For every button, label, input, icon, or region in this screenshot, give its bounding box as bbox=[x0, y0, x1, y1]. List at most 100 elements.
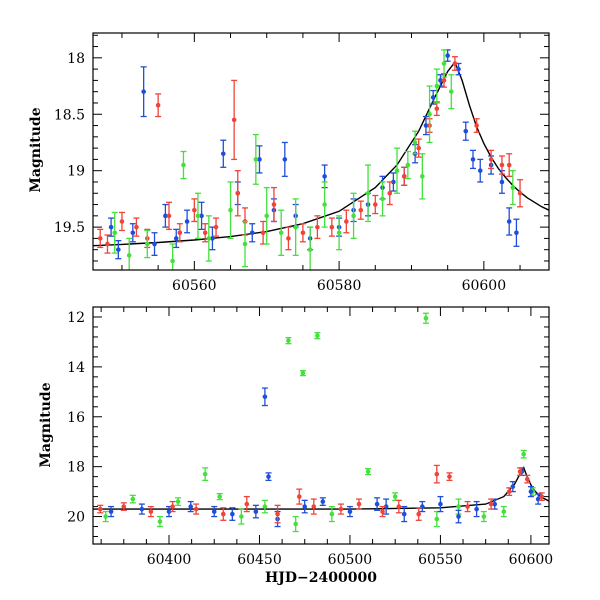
top-y-tick-label: 18 bbox=[67, 51, 85, 67]
top-green-point bbox=[379, 181, 386, 217]
top-red-point bbox=[176, 223, 183, 243]
bottom-x-tick-label: 60550 bbox=[418, 552, 463, 568]
top-axis-ticks: 60560 60580 60600 18 18.5 19 19.5 bbox=[54, 33, 549, 294]
top-red-point bbox=[415, 138, 422, 158]
top-green-point bbox=[194, 192, 201, 240]
top-clipped-area bbox=[93, 49, 549, 270]
bottom-red-point bbox=[464, 500, 471, 513]
top-green-point bbox=[252, 133, 259, 185]
top-green-point bbox=[336, 215, 343, 251]
top-green-point bbox=[509, 170, 516, 206]
bottom-y-tick-label: 20 bbox=[67, 510, 85, 526]
top-y-tick-label: 18.5 bbox=[54, 107, 85, 123]
top-blue-point bbox=[281, 141, 288, 177]
bottom-red-point bbox=[517, 467, 524, 477]
top-blue-point bbox=[513, 218, 520, 247]
bottom-red-point bbox=[296, 488, 303, 505]
top-green-point bbox=[278, 209, 285, 256]
top-green-point bbox=[433, 68, 440, 104]
bottom-ylabel: Magnitude bbox=[38, 382, 54, 467]
top-red-point bbox=[166, 201, 172, 231]
bottom-green-point bbox=[238, 508, 245, 525]
top-red-point bbox=[498, 155, 505, 175]
bottom-green-point bbox=[314, 332, 321, 340]
bottom-x-tick-label: 60500 bbox=[328, 552, 373, 568]
top-red-point bbox=[213, 217, 220, 237]
top-blue-point bbox=[390, 172, 397, 192]
top-green-point bbox=[412, 130, 419, 155]
bottom-red-point bbox=[243, 495, 250, 513]
top-green-point bbox=[111, 211, 118, 254]
top-green-point bbox=[242, 220, 248, 268]
bottom-red-point bbox=[538, 492, 545, 501]
top-green-point bbox=[263, 186, 270, 245]
top-red-point bbox=[343, 209, 350, 234]
bottom-red-point bbox=[506, 487, 513, 497]
bottom-blue-point bbox=[187, 500, 194, 513]
top-red-point bbox=[401, 166, 408, 187]
top-blue-point bbox=[162, 203, 169, 228]
bottom-green-point bbox=[520, 449, 527, 459]
top-plot-marks bbox=[93, 49, 549, 270]
top-blue-point bbox=[184, 209, 191, 234]
bottom-blue-point bbox=[374, 497, 381, 511]
top-blue-point bbox=[115, 240, 122, 260]
top-green-point bbox=[126, 237, 133, 270]
top-red-point bbox=[260, 220, 267, 245]
bottom-plot-marks bbox=[93, 312, 549, 533]
top-red-point bbox=[202, 223, 209, 243]
bottom-red-point bbox=[193, 503, 200, 515]
top-green-point bbox=[180, 150, 187, 180]
bottom-blue-point bbox=[383, 498, 390, 515]
bottom-red-point bbox=[433, 464, 440, 484]
bottom-red-point bbox=[147, 505, 154, 518]
bottom-blue-point bbox=[455, 509, 462, 524]
top-green-point bbox=[350, 192, 357, 240]
top-y-tick-label: 19.5 bbox=[54, 220, 85, 236]
top-blue-point bbox=[198, 201, 205, 231]
top-blue-point bbox=[430, 89, 437, 105]
bottom-green-point bbox=[422, 312, 429, 324]
bottom-blue-point bbox=[437, 495, 444, 513]
bottom-blue-point bbox=[252, 504, 259, 519]
top-red-point bbox=[433, 101, 440, 117]
top-x-tick-label: 60600 bbox=[462, 278, 507, 294]
top-green-point bbox=[448, 74, 455, 110]
top-green-point bbox=[144, 229, 151, 259]
bottom-red-point bbox=[337, 503, 344, 515]
bottom-panel-frame bbox=[92, 306, 550, 545]
top-red-point bbox=[104, 234, 111, 254]
top-green-point bbox=[321, 181, 328, 228]
top-red-point bbox=[372, 194, 379, 215]
bottom-blue-point bbox=[265, 472, 272, 482]
top-panel: 60560 60580 60600 18 18.5 19 19.5 Magnitude bbox=[28, 32, 550, 294]
top-red-point bbox=[386, 181, 393, 206]
top-blue-point bbox=[477, 158, 484, 183]
top-red-point bbox=[314, 215, 321, 240]
bottom-green-point bbox=[480, 510, 487, 523]
bottom-green-point bbox=[285, 337, 292, 345]
bottom-red-point bbox=[524, 474, 531, 484]
bottom-xlabel: HJD−2400000 bbox=[265, 570, 377, 586]
top-green-point bbox=[205, 215, 212, 262]
bottom-red-point bbox=[488, 498, 495, 510]
top-green-point bbox=[394, 147, 400, 194]
bottom-red-point bbox=[310, 498, 317, 515]
bottom-blue-point bbox=[138, 503, 145, 515]
top-red-point bbox=[270, 186, 277, 223]
top-blue-point bbox=[422, 115, 429, 136]
top-red-point bbox=[133, 217, 140, 237]
top-green-point bbox=[441, 49, 448, 78]
top-green-point bbox=[307, 226, 314, 270]
bottom-green-point bbox=[216, 492, 223, 501]
top-red-point bbox=[488, 149, 495, 170]
top-blue-point bbox=[108, 217, 115, 237]
bottom-y-tick-label: 16 bbox=[67, 410, 85, 426]
bottom-blue-point bbox=[108, 505, 115, 518]
top-blue-point bbox=[506, 207, 513, 236]
top-red-point bbox=[451, 56, 458, 71]
bottom-blue-point bbox=[527, 485, 534, 498]
bottom-x-tick-label: 60600 bbox=[509, 552, 554, 568]
bottom-blue-point bbox=[473, 500, 480, 518]
